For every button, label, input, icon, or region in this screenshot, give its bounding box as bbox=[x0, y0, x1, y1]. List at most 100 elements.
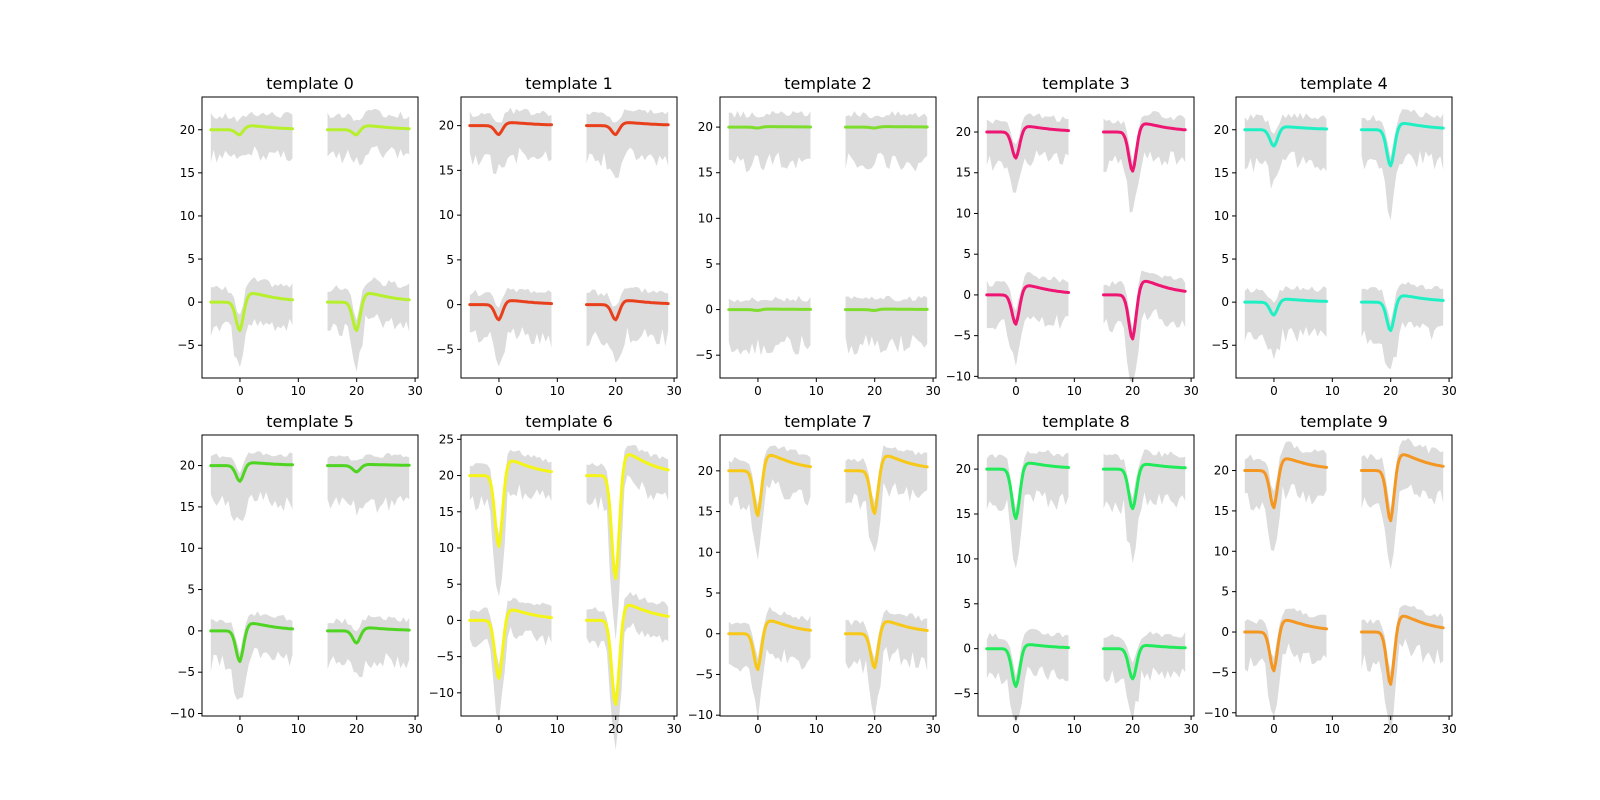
template-waveform-lower-left bbox=[727, 619, 812, 672]
axes-frame bbox=[977, 434, 1195, 717]
template-waveform-lower-left bbox=[468, 608, 553, 680]
subplot-title: template 6 bbox=[525, 412, 613, 431]
variability-band-upper-right bbox=[1361, 109, 1444, 221]
axes-frame bbox=[201, 434, 419, 717]
x-tick-label: 20 bbox=[349, 384, 364, 398]
subplot-8: template 8 −5 0 5 10 15 20 0 10 20 30 bbox=[953, 412, 1198, 736]
variability-band-upper-right bbox=[1361, 438, 1444, 570]
template-waveform-lower-left bbox=[727, 307, 812, 312]
x-tick-label: 0 bbox=[495, 722, 503, 736]
y-tick-label: 10 bbox=[698, 545, 713, 559]
x-tick-label: 30 bbox=[925, 384, 940, 398]
template-waveform-lower-right bbox=[844, 620, 929, 670]
y-tick-label: 10 bbox=[1214, 544, 1229, 558]
template-waveform-upper-left bbox=[985, 125, 1070, 160]
x-tick-label: 30 bbox=[1441, 722, 1456, 736]
y-tick-label: 20 bbox=[698, 120, 713, 134]
template-waveform-upper-left bbox=[727, 453, 812, 518]
x-tick-label: 20 bbox=[349, 722, 364, 736]
subplot-0: template 0 −5 0 5 10 15 20 0 10 20 30 bbox=[177, 74, 422, 398]
variability-band-upper-right bbox=[845, 111, 928, 172]
x-tick-label: 20 bbox=[1383, 384, 1398, 398]
y-tick-label: 15 bbox=[1214, 166, 1229, 180]
x-tick-label: 10 bbox=[291, 384, 306, 398]
variability-band-lower-right bbox=[586, 286, 669, 363]
x-tick-label: 0 bbox=[1270, 384, 1278, 398]
variability-band-lower-right bbox=[327, 614, 410, 678]
y-tick-label: 5 bbox=[963, 597, 971, 611]
x-tick-label: 30 bbox=[666, 384, 681, 398]
y-tick-label: 5 bbox=[705, 586, 713, 600]
subplot-9: template 9 −10 −5 0 5 10 15 20 0 10 20 30 bbox=[1204, 412, 1457, 737]
x-tick-label: 20 bbox=[1383, 722, 1398, 736]
axes-frame bbox=[977, 96, 1195, 379]
subplot-7: template 7 −10 −5 0 5 10 15 20 0 10 20 30 bbox=[688, 412, 941, 736]
y-tick-label: 20 bbox=[439, 469, 454, 483]
template-waveform-lower-left bbox=[985, 284, 1070, 326]
subplot-title: template 5 bbox=[266, 412, 354, 431]
y-tick-label: 10 bbox=[180, 541, 195, 555]
template-waveform-lower-left bbox=[985, 643, 1070, 688]
subplot-title: template 2 bbox=[784, 74, 872, 93]
x-tick-label: 0 bbox=[754, 722, 762, 736]
subplot-1: template 1 −5 0 5 10 15 20 0 10 20 30 bbox=[436, 74, 681, 398]
y-tick-label: 20 bbox=[1214, 123, 1229, 137]
x-tick-label: 0 bbox=[754, 384, 762, 398]
template-waveform-lower-left bbox=[1243, 297, 1328, 317]
template-waveform-upper-left bbox=[209, 124, 294, 137]
y-tick-label: 25 bbox=[439, 432, 454, 446]
template-waveform-upper-right bbox=[585, 453, 670, 580]
y-tick-label: −10 bbox=[946, 369, 971, 383]
variability-band-upper-left bbox=[1244, 112, 1327, 189]
subplot-5: template 5 −10 −5 0 5 10 15 20 0 10 20 30 bbox=[170, 412, 423, 736]
template-waveform-lower-right bbox=[1102, 644, 1187, 681]
template-waveform-lower-left bbox=[1243, 618, 1328, 673]
variability-band-lower-right bbox=[845, 609, 928, 719]
y-tick-label: −10 bbox=[1204, 706, 1229, 720]
template-waveform-lower-right bbox=[844, 307, 929, 312]
template-waveform-lower-left bbox=[468, 299, 553, 322]
y-tick-label: −10 bbox=[429, 686, 454, 700]
template-waveform-lower-right bbox=[1360, 614, 1445, 686]
y-tick-label: −5 bbox=[177, 665, 195, 679]
y-tick-label: 0 bbox=[187, 624, 195, 638]
x-tick-label: 10 bbox=[291, 722, 306, 736]
x-tick-label: 20 bbox=[867, 722, 882, 736]
variability-band-lower-left bbox=[1244, 285, 1327, 360]
y-tick-label: 5 bbox=[187, 583, 195, 597]
y-tick-label: 0 bbox=[963, 642, 971, 656]
template-waveform-upper-right bbox=[1102, 122, 1187, 173]
variability-band-upper-left bbox=[469, 449, 552, 597]
template-waveform-lower-right bbox=[1360, 294, 1445, 333]
y-tick-label: 10 bbox=[439, 208, 454, 222]
y-tick-label: 5 bbox=[705, 257, 713, 271]
x-tick-label: 30 bbox=[666, 722, 681, 736]
template-waveform-lower-left bbox=[209, 292, 294, 333]
variability-band-upper-right bbox=[1103, 449, 1186, 564]
template-waveform-upper-left bbox=[985, 461, 1070, 520]
subplot-title: template 1 bbox=[525, 74, 613, 93]
subplot-title: template 8 bbox=[1042, 412, 1130, 431]
x-tick-label: 20 bbox=[1125, 722, 1140, 736]
subplot-title: template 4 bbox=[1300, 74, 1388, 93]
y-tick-label: 5 bbox=[1221, 585, 1229, 599]
variability-band-upper-right bbox=[1103, 111, 1186, 213]
y-tick-label: 5 bbox=[963, 247, 971, 261]
y-tick-label: 10 bbox=[180, 209, 195, 223]
y-tick-label: 15 bbox=[956, 166, 971, 180]
y-tick-label: 15 bbox=[439, 163, 454, 177]
template-waveform-upper-left bbox=[1243, 457, 1328, 510]
axes-frame bbox=[460, 96, 678, 379]
y-tick-label: −5 bbox=[436, 342, 454, 356]
template-waveform-upper-right bbox=[844, 454, 929, 515]
subplot-title: template 3 bbox=[1042, 74, 1130, 93]
variability-band-upper-left bbox=[986, 449, 1069, 569]
template-waveform-upper-left bbox=[468, 121, 553, 137]
y-tick-label: 20 bbox=[956, 462, 971, 476]
variability-band-lower-right bbox=[327, 277, 410, 372]
x-tick-label: 30 bbox=[925, 722, 940, 736]
variability-band-upper-left bbox=[1244, 441, 1327, 551]
x-tick-label: 20 bbox=[1125, 384, 1140, 398]
template-waveform-upper-right bbox=[326, 463, 411, 474]
